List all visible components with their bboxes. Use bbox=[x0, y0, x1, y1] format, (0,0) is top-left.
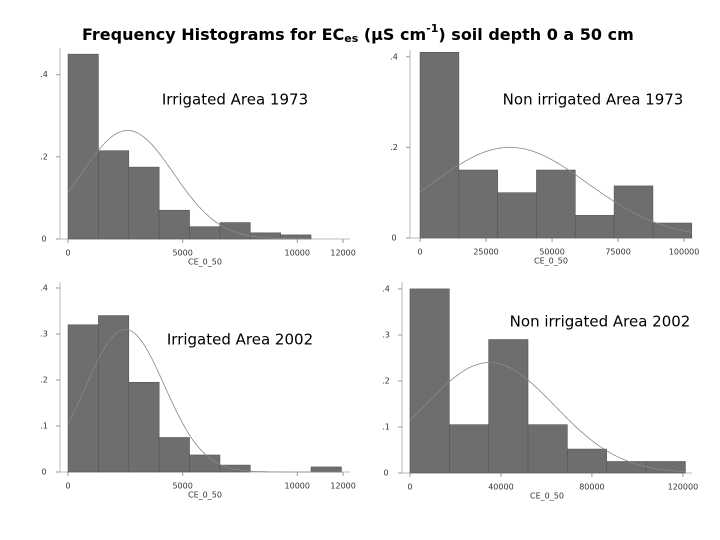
y-tick-label: .4 bbox=[390, 52, 398, 61]
title-part: es bbox=[344, 32, 358, 45]
y-tick-label: 0 bbox=[41, 468, 46, 477]
bar bbox=[409, 288, 450, 474]
y-tick-label: .1 bbox=[382, 422, 390, 431]
bar bbox=[574, 215, 615, 239]
bar bbox=[128, 381, 160, 473]
x-axis-label: CE_0_50 bbox=[534, 257, 568, 266]
bar bbox=[645, 461, 686, 474]
y-tick-label: 0 bbox=[41, 235, 46, 244]
bar bbox=[458, 169, 498, 239]
y-tick-label: .1 bbox=[40, 421, 48, 430]
x-tick-label: 0 bbox=[417, 248, 422, 257]
x-axis-label: CE_0_50 bbox=[530, 492, 564, 501]
bar bbox=[567, 448, 608, 474]
y-tick-label: 0 bbox=[391, 234, 396, 243]
bar bbox=[158, 209, 190, 240]
x-tick-label: 75000 bbox=[605, 248, 630, 257]
title-part: (µS cm bbox=[358, 25, 426, 44]
bar bbox=[98, 315, 130, 473]
y-tick-label: .2 bbox=[390, 143, 398, 152]
x-axis-label: CE_0_50 bbox=[188, 491, 222, 500]
x-tick-label: 120000 bbox=[668, 483, 699, 492]
bar bbox=[189, 226, 221, 240]
chart-annotation: Irrigated Area 1973 bbox=[162, 91, 308, 109]
x-tick-label: 12000 bbox=[330, 482, 355, 491]
title-part: Frequency Histograms for EC bbox=[82, 25, 344, 44]
chart-annotation: Non irrigated Area 1973 bbox=[503, 91, 684, 109]
x-tick-label: 80000 bbox=[579, 483, 604, 492]
bar bbox=[527, 424, 568, 474]
x-tick-label: 100000 bbox=[669, 248, 700, 257]
y-tick-label: .3 bbox=[382, 330, 390, 339]
bar bbox=[189, 454, 221, 473]
x-tick-label: 10000 bbox=[285, 482, 310, 491]
bar bbox=[497, 192, 537, 239]
x-tick-label: 0 bbox=[65, 482, 70, 491]
x-axis-label: CE_0_50 bbox=[188, 258, 222, 267]
y-tick-label: .4 bbox=[382, 284, 390, 293]
page-title: Frequency Histograms for ECes (µS cm-1) … bbox=[82, 22, 634, 45]
bar bbox=[98, 150, 130, 240]
x-tick-label: 25000 bbox=[473, 248, 498, 257]
y-tick-label: .2 bbox=[40, 152, 48, 161]
x-tick-label: 10000 bbox=[285, 249, 310, 258]
y-tick-label: .4 bbox=[40, 283, 48, 292]
bar bbox=[310, 466, 342, 473]
chart-annotation: Irrigated Area 2002 bbox=[167, 331, 313, 349]
bar bbox=[219, 464, 251, 473]
x-tick-label: 40000 bbox=[488, 483, 513, 492]
bar bbox=[449, 424, 489, 474]
y-tick-label: 0 bbox=[383, 469, 388, 478]
x-tick-label: 5000 bbox=[172, 482, 192, 491]
x-tick-label: 0 bbox=[407, 483, 412, 492]
chart-annotation: Non irrigated Area 2002 bbox=[510, 313, 691, 331]
bar bbox=[219, 222, 251, 240]
bar bbox=[536, 169, 576, 239]
normal-curve bbox=[419, 146, 692, 233]
bar bbox=[606, 461, 647, 474]
normal-curve bbox=[67, 130, 311, 240]
x-tick-label: 12000 bbox=[330, 249, 355, 258]
bar bbox=[158, 437, 190, 473]
bar bbox=[488, 339, 529, 474]
x-tick-label: 5000 bbox=[172, 249, 192, 258]
y-tick-label: .3 bbox=[40, 329, 48, 338]
x-tick-label: 0 bbox=[65, 249, 70, 258]
normal-curve bbox=[409, 362, 686, 473]
x-tick-label: 50000 bbox=[539, 248, 564, 257]
bar bbox=[128, 166, 160, 240]
title-part: -1 bbox=[426, 22, 438, 35]
bar bbox=[67, 53, 99, 240]
bar bbox=[419, 51, 460, 239]
bar bbox=[67, 324, 99, 473]
normal-curve bbox=[67, 328, 342, 473]
bar bbox=[652, 222, 693, 239]
bar bbox=[613, 185, 654, 239]
y-tick-label: .4 bbox=[40, 70, 48, 79]
y-tick-label: .2 bbox=[382, 376, 390, 385]
title-part: ) soil depth 0 a 50 cm bbox=[438, 25, 633, 44]
y-tick-label: .2 bbox=[40, 375, 48, 384]
